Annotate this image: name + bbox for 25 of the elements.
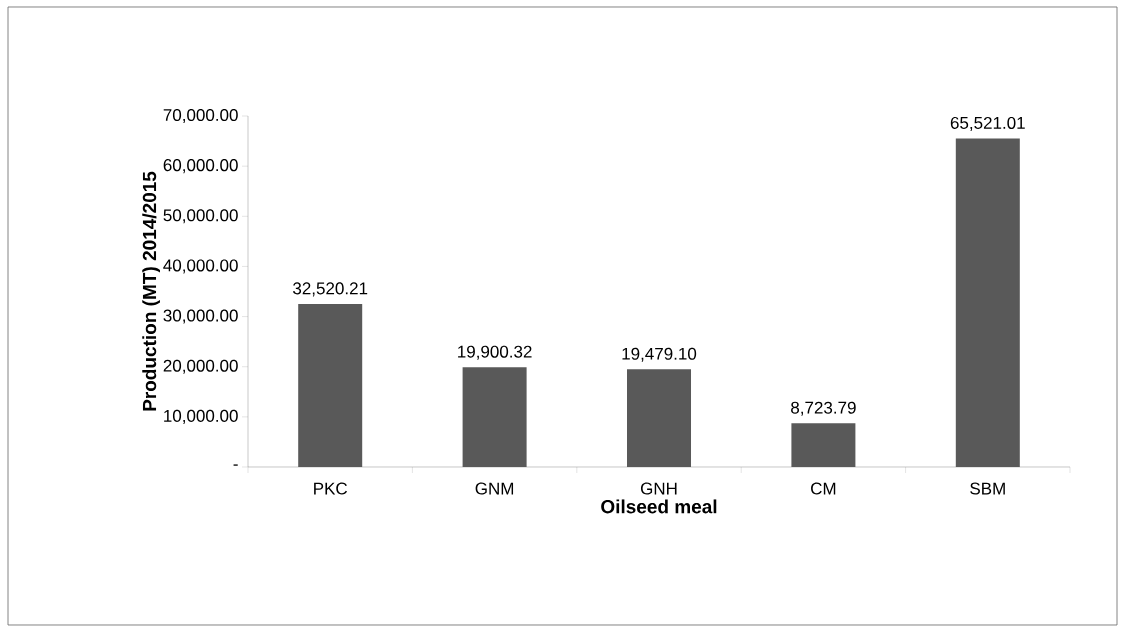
x-axis-title: Oilseed meal: [601, 499, 717, 514]
y-tick-label: -: [233, 464, 238, 466]
y-tick-label: 50,000.00: [163, 209, 238, 224]
x-tick-label: PKC: [314, 482, 348, 495]
y-tick-label: 10,000.00: [164, 409, 238, 424]
bar: [791, 423, 856, 467]
data-label: 19,900.32: [458, 345, 532, 360]
y-tick-label: 60,000.00: [163, 159, 238, 174]
y-tick-label: 20,000.00: [163, 359, 238, 374]
data-label: 19,479.10: [622, 347, 697, 362]
bar: [627, 369, 691, 467]
bar: [462, 367, 527, 467]
data-label: 65,521.01: [950, 116, 1025, 131]
x-tick-label: CM: [811, 482, 836, 495]
x-tick-label: GNM: [475, 482, 514, 495]
y-tick-label: 70,000.00: [163, 108, 238, 124]
y-axis-title: Production (MT) 2014/2015: [142, 171, 160, 411]
x-tick-label: GNH: [640, 482, 677, 495]
data-label: 32,520.21: [293, 282, 368, 297]
bar: [955, 138, 1020, 467]
y-tick-label: 30,000.00: [163, 309, 238, 324]
bar: [298, 303, 363, 467]
y-tick-label: 40,000.00: [163, 259, 238, 274]
x-tick-label: SBM: [970, 482, 1005, 495]
data-label: 8,723.79: [791, 401, 856, 416]
